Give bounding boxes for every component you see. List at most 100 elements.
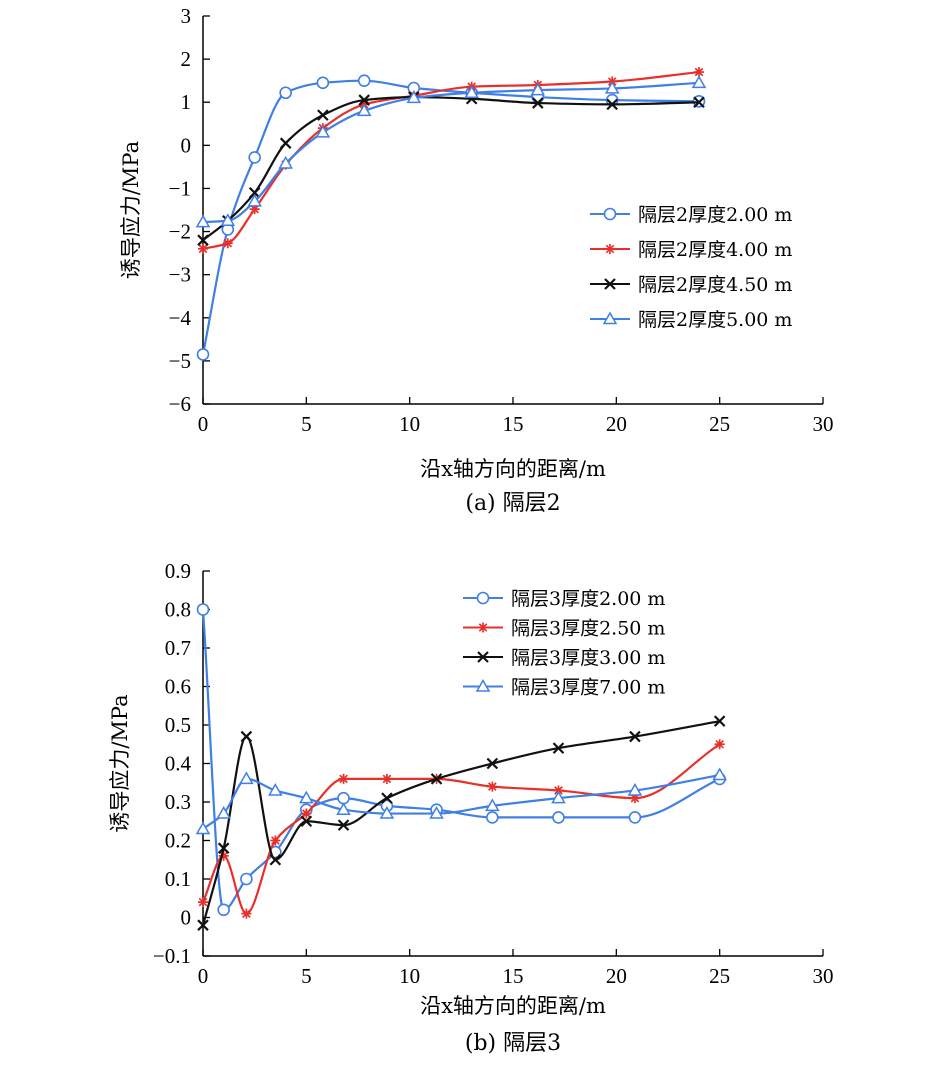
data-point: [240, 730, 253, 743]
legend-marker: [605, 244, 615, 254]
y-tick-label: −1: [169, 176, 191, 200]
data-point: [301, 808, 312, 819]
data-point: [486, 811, 499, 824]
data-point: [358, 94, 370, 106]
chart-caption: (a) 隔层2: [465, 491, 560, 516]
y-tick-label: 1: [181, 90, 192, 114]
data-point: [195, 821, 211, 835]
series-2: [198, 739, 725, 919]
y-tick-label: −5: [169, 349, 191, 373]
y-tick-label: 0.4: [165, 752, 192, 776]
data-point: [278, 155, 293, 169]
data-point: [629, 730, 641, 743]
data-point: [268, 782, 283, 796]
y-tick-label: 0.2: [165, 829, 191, 853]
data-point: [379, 806, 395, 819]
series-1: [196, 603, 726, 917]
legend-label: 隔层2厚度4.00 m: [638, 239, 792, 261]
y-tick-label: −0.1: [153, 944, 191, 968]
data-point: [240, 872, 253, 886]
data-point: [356, 103, 372, 117]
series-line: [201, 79, 700, 355]
legend-marker: [475, 678, 491, 692]
legend-label: 隔层3厚度2.00 m: [511, 588, 665, 610]
data-point: [216, 806, 231, 819]
y-tick-label: 0: [181, 906, 192, 930]
y-axis-label: 诱导应力/MPa: [108, 694, 132, 832]
x-tick-label: 20: [606, 964, 627, 988]
data-point: [553, 785, 564, 796]
data-point: [606, 98, 618, 111]
data-point: [218, 850, 229, 861]
data-point: [714, 739, 725, 750]
data-point: [300, 815, 313, 828]
legend-label: 隔层3厚度3.00 m: [511, 647, 665, 669]
data-point: [381, 792, 393, 804]
series-3: [197, 91, 705, 246]
x-tick-label: 15: [503, 964, 524, 988]
x-tick-label: 0: [198, 964, 209, 988]
data-point: [337, 791, 350, 805]
x-tick-label: 25: [709, 964, 730, 988]
data-point: [197, 234, 209, 246]
data-point: [464, 85, 479, 98]
y-tick-label: 0.3: [165, 790, 191, 814]
x-tick-label: 15: [503, 412, 524, 436]
series-4: [195, 767, 727, 835]
x-tick-label: 30: [813, 964, 834, 988]
series-line: [201, 743, 721, 915]
series-1: [196, 74, 706, 361]
data-point: [196, 603, 210, 616]
data-point: [530, 82, 546, 96]
data-point: [241, 908, 252, 919]
data-point: [551, 790, 566, 804]
y-tick-label: 0.1: [165, 867, 191, 891]
data-point: [712, 767, 727, 781]
series-3: [197, 715, 726, 931]
data-point: [195, 214, 211, 228]
data-point: [532, 97, 544, 109]
y-tick-label: −3: [169, 263, 191, 287]
data-point: [552, 742, 565, 754]
data-point: [248, 186, 261, 199]
data-point: [197, 919, 209, 931]
chart-caption: (b) 隔层3: [465, 1031, 561, 1056]
data-point: [196, 348, 210, 361]
legend-marker: [478, 622, 488, 633]
data-point: [691, 75, 707, 89]
legend-label: 隔层3厚度7.00 m: [511, 677, 665, 699]
data-point: [279, 86, 292, 100]
data-point: [713, 715, 726, 727]
data-point: [693, 96, 705, 108]
data-point: [338, 773, 349, 784]
data-point: [315, 124, 331, 138]
x-tick-label: 5: [301, 412, 312, 436]
y-tick-label: 0.7: [165, 636, 191, 660]
data-point: [222, 238, 233, 249]
legend-marker: [477, 651, 489, 663]
data-point: [270, 835, 281, 846]
y-tick-label: 2: [181, 47, 192, 71]
x-tick-label: 5: [301, 964, 312, 988]
x-axis-label: 沿x轴方向的距离/m: [420, 994, 606, 1018]
y-tick-label: 0.5: [165, 713, 191, 737]
data-point: [381, 773, 392, 784]
y-tick-label: 0.9: [165, 559, 191, 583]
legend-label: 隔层2厚度5.00 m: [638, 309, 792, 331]
series-line: [202, 70, 700, 250]
data-point: [279, 137, 292, 149]
data-point: [269, 853, 282, 866]
data-point: [429, 806, 444, 819]
data-point: [430, 773, 443, 785]
x-tick-label: 20: [606, 412, 627, 436]
data-point: [248, 151, 261, 164]
legend-marker: [476, 591, 490, 605]
data-point: [337, 819, 350, 831]
series-line: [201, 720, 720, 926]
data-point: [198, 897, 208, 908]
data-point: [220, 213, 236, 227]
data-point: [217, 903, 230, 917]
y-tick-label: 0.8: [165, 598, 191, 622]
